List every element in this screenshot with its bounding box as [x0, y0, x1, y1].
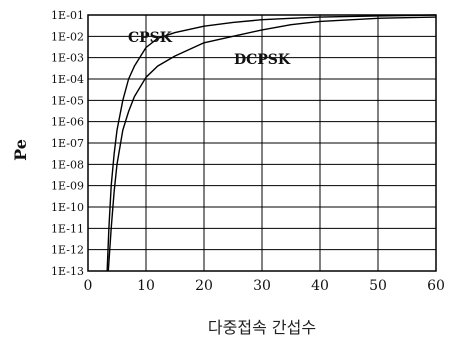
grid	[88, 15, 436, 271]
plot-frame	[87, 14, 437, 272]
y-tick-labels: 1E-13 1E-12 1E-11 1E-10 1E-09 1E-08 1E-07 1E-06…	[51, 9, 84, 278]
x-tick-label: 30	[253, 278, 271, 294]
x-tick-labels: 0 10 20 30 40 50 60	[84, 278, 445, 294]
y-tick-label: 1E-08	[51, 158, 84, 171]
y-tick-label: 1E-02	[51, 30, 84, 43]
x-tick-label: 10	[137, 278, 155, 294]
y-tick-label: 1E-01	[51, 9, 84, 22]
x-tick-label: 60	[427, 278, 445, 294]
y-axis-label: Pe	[11, 139, 30, 161]
y-tick-label: 1E-05	[51, 94, 84, 107]
y-tick-label: 1E-07	[51, 137, 84, 150]
y-tick-label: 1E-03	[51, 52, 84, 65]
y-tick-label: 1E-10	[51, 201, 84, 214]
y-tick-label: 1E-04	[51, 73, 84, 86]
x-tick-label: 40	[311, 278, 329, 294]
series-lines	[106, 14, 437, 272]
y-tick-label: 1E-06	[51, 116, 84, 129]
y-tick-label: 1E-13	[51, 265, 84, 278]
x-axis-label: 다중접속 간섭수	[208, 318, 316, 337]
y-tick-label: 1E-09	[51, 180, 84, 193]
x-tick-label: 20	[195, 278, 213, 294]
series-line-cpsk	[106, 14, 437, 272]
y-tick-label: 1E-11	[51, 222, 84, 235]
y-tick-label: 1E-12	[51, 244, 84, 257]
x-tick-label: 50	[369, 278, 387, 294]
series-line-dcpsk	[107, 16, 437, 272]
series-label-cpsk: CPSK	[128, 30, 173, 46]
x-tick-label: 0	[84, 278, 93, 294]
series-label-dcpsk: DCPSK	[234, 52, 291, 68]
